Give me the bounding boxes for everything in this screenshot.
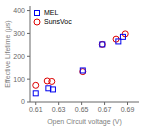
svg-text:0.61: 0.61	[29, 106, 43, 113]
svg-text:Open Circuit voltage (V): Open Circuit voltage (V)	[47, 118, 122, 126]
svg-text:0.67: 0.67	[98, 106, 112, 113]
svg-text:0.69: 0.69	[121, 106, 135, 113]
svg-text:200: 200	[13, 53, 25, 60]
svg-text:0.65: 0.65	[75, 106, 89, 113]
svg-text:100: 100	[13, 76, 25, 83]
svg-text:300: 300	[13, 30, 25, 37]
svg-text:400: 400	[13, 7, 25, 14]
html-text:SunsVoc: SunsVoc	[44, 18, 72, 25]
html-text:MEL: MEL	[44, 9, 59, 16]
svg-text:0.63: 0.63	[52, 106, 66, 113]
svg-text:0: 0	[21, 98, 25, 105]
svg-text:Effective Lifetime (μs): Effective Lifetime (μs)	[8, 20, 12, 87]
